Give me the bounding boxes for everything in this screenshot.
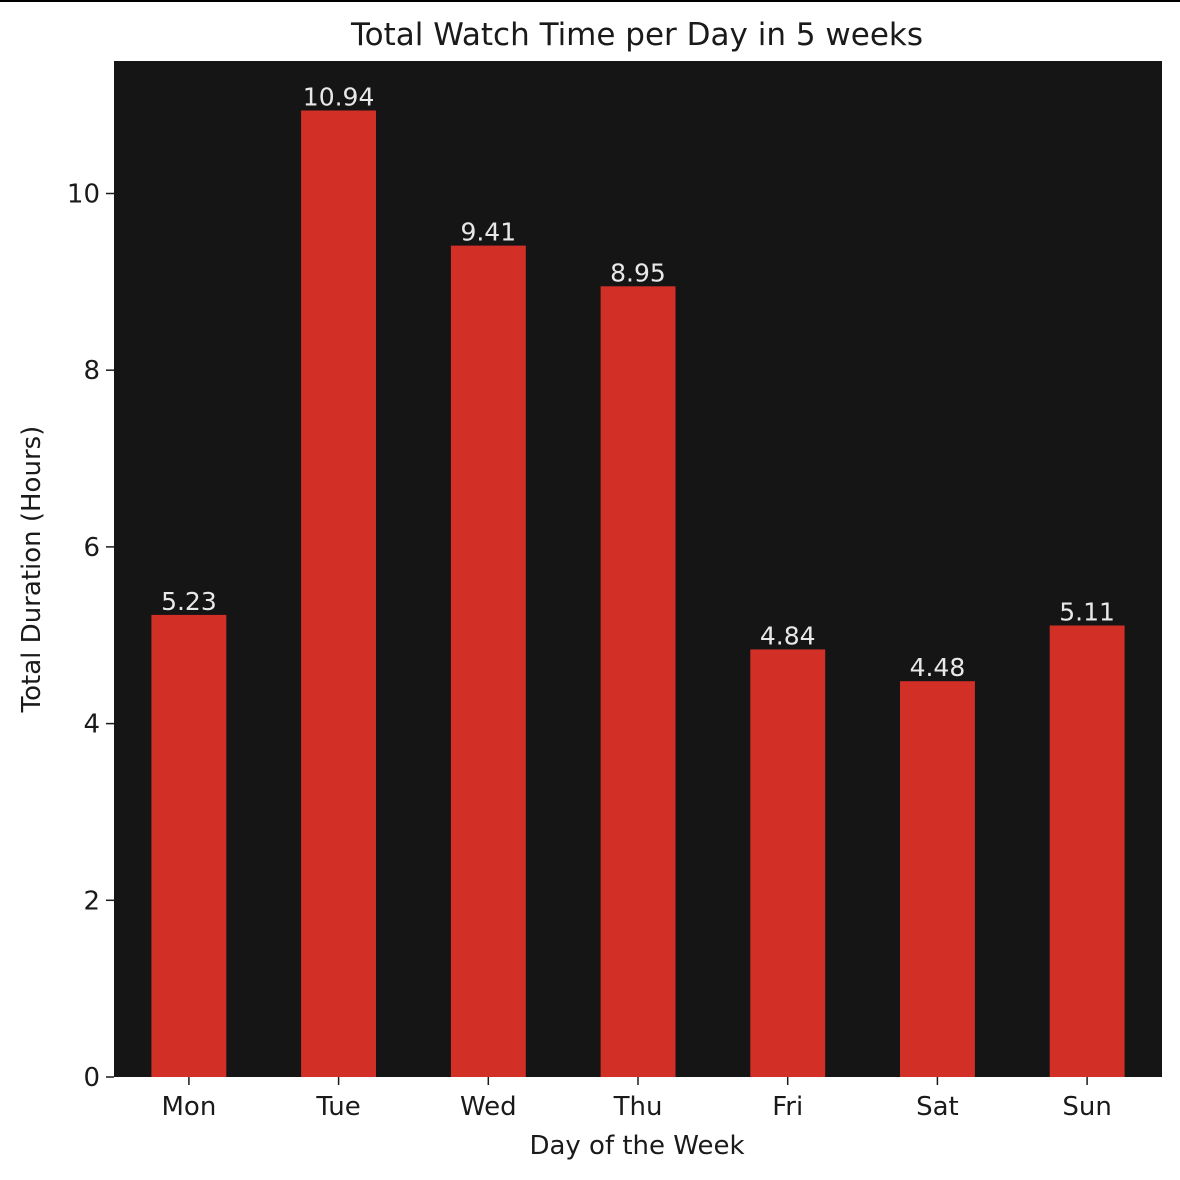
value-labels-layer: 5.23 10.94 9.41 8.95 4.84 4.48 5.11: [161, 83, 1115, 683]
bar-tue: [301, 110, 376, 1077]
bar-fri: [750, 649, 826, 1077]
x-tick-label-sun: Sun: [1062, 1092, 1111, 1122]
value-label-mon: 5.23: [161, 587, 217, 616]
x-axis: Mon Tue Wed Thu Fri Sat Sun: [161, 1077, 1112, 1122]
value-label-wed: 9.41: [460, 218, 516, 247]
bar-thu: [600, 286, 676, 1077]
y-tick-label: 4: [83, 710, 100, 740]
value-label-thu: 8.95: [610, 258, 666, 287]
value-label-fri: 4.84: [760, 621, 816, 650]
x-tick-label-mon: Mon: [161, 1092, 216, 1122]
bar-mon: [151, 614, 227, 1077]
chart-title: Total Watch Time per Day in 5 weeks: [350, 17, 923, 53]
y-tick-label: 0: [83, 1063, 100, 1093]
y-axis-label: Total Duration (Hours): [17, 426, 47, 714]
value-label-tue: 10.94: [303, 83, 375, 112]
value-label-sun: 5.11: [1059, 598, 1115, 627]
x-tick-label-fri: Fri: [772, 1092, 803, 1122]
y-axis: 0 2 4 6 8 10: [67, 180, 114, 1093]
y-tick-label: 10: [67, 180, 100, 210]
top-border-line: [0, 0, 1180, 2]
y-tick-label: 2: [83, 886, 100, 916]
bar-sat: [900, 681, 975, 1077]
bar-wed: [450, 245, 526, 1078]
y-tick-label: 8: [83, 356, 100, 386]
bar-sun: [1049, 625, 1125, 1077]
x-tick-label-wed: Wed: [460, 1092, 517, 1122]
x-tick-label-thu: Thu: [613, 1092, 663, 1122]
y-tick-label: 6: [83, 533, 100, 563]
x-tick-label-sat: Sat: [916, 1092, 959, 1122]
value-label-sat: 4.48: [910, 653, 966, 682]
x-tick-label-tue: Tue: [315, 1092, 360, 1122]
x-axis-label: Day of the Week: [529, 1131, 744, 1161]
bars-layer: [151, 110, 1125, 1078]
